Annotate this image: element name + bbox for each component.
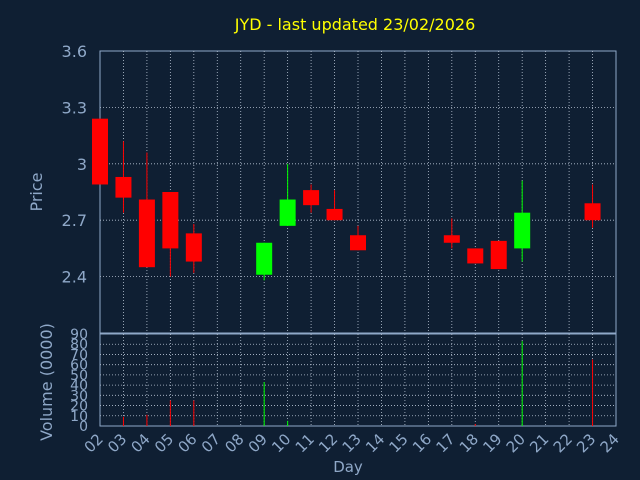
candle-body <box>138 199 155 268</box>
x-tick-label: 18 <box>456 430 482 456</box>
candle-body <box>443 235 460 243</box>
candle-body <box>584 203 601 221</box>
volume-tick-label: 90 <box>70 327 88 343</box>
candle-body <box>467 248 484 264</box>
volume-tick-label: 50 <box>70 368 88 384</box>
candle-body <box>490 240 507 270</box>
x-tick-label: 09 <box>245 430 271 456</box>
price-tick-label: 3 <box>77 155 87 174</box>
candle-body <box>115 176 132 198</box>
price-tick-label: 2.7 <box>62 211 87 230</box>
x-tick-label: 03 <box>104 430 130 456</box>
x-axis-label: Day <box>333 458 363 476</box>
volume-tick-label: 30 <box>70 388 88 404</box>
candle-body <box>514 212 531 249</box>
x-tick-label: 23 <box>573 430 599 456</box>
x-tick-label: 10 <box>268 430 294 456</box>
x-tick-label: 13 <box>339 430 365 456</box>
x-tick-label: 17 <box>432 430 458 456</box>
x-tick-label: 07 <box>198 430 224 456</box>
candle-body <box>350 235 366 251</box>
x-tick-label: 21 <box>526 430 552 456</box>
price-tick-label: 2.4 <box>62 268 87 287</box>
volume-axis-label: Volume (0000) <box>37 323 56 441</box>
x-tick-label: 06 <box>174 430 200 456</box>
x-tick-label: 04 <box>128 430 154 456</box>
x-tick-label: 14 <box>362 430 388 456</box>
price-tick-label: 3.3 <box>62 98 87 117</box>
volume-tick-label: 60 <box>70 358 88 374</box>
x-axis: 0203040506070809101112131415161718192021… <box>81 430 623 456</box>
x-tick-label: 08 <box>221 430 247 456</box>
volume-tick-label: 20 <box>70 399 88 415</box>
candle-body <box>162 192 179 249</box>
volume-tick-label: 0 <box>79 419 88 435</box>
x-tick-label: 16 <box>409 430 435 456</box>
x-tick-label: 22 <box>550 430 576 456</box>
price-panel: 3.6 3.3 3 2.7 2.4 <box>62 42 617 334</box>
volume-tick-label: 10 <box>70 409 88 425</box>
candle-body <box>303 190 320 206</box>
candle-body <box>256 242 273 275</box>
y-axis-label: Price <box>27 172 46 211</box>
volume-tick-label: 40 <box>70 378 88 394</box>
x-tick-label: 20 <box>503 430 529 456</box>
x-tick-label: 19 <box>479 430 505 456</box>
price-tick-label: 3.6 <box>62 42 87 61</box>
x-tick-label: 15 <box>386 430 412 456</box>
candle-body <box>185 233 202 262</box>
x-tick-label: 11 <box>292 430 318 456</box>
candle-body <box>279 199 296 226</box>
x-tick-label: 12 <box>315 430 341 456</box>
candle-body <box>92 118 108 185</box>
x-tick-label: 05 <box>151 430 177 456</box>
volume-tick-label: 80 <box>70 337 88 353</box>
x-tick-label: 24 <box>597 430 623 456</box>
chart-title: JYD - last updated 23/02/2026 <box>234 15 476 34</box>
volume-tick-label: 70 <box>70 347 88 363</box>
candle-body <box>326 208 343 221</box>
